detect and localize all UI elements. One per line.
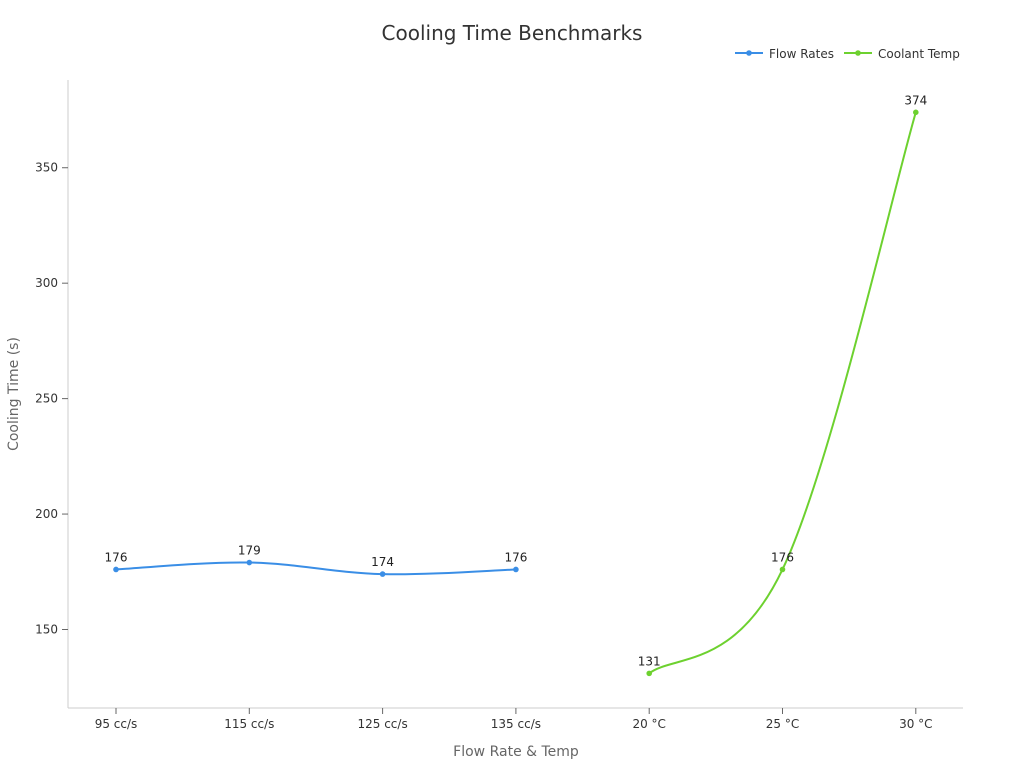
data-label: 176 (771, 550, 794, 564)
legend-item[interactable]: Flow Rates (735, 47, 834, 61)
series-coolant-temp: 131 176 374 (638, 93, 927, 677)
y-axis-title: Cooling Time (s) (6, 337, 22, 451)
x-tick-label: 135 cc/s (491, 717, 541, 731)
data-label: 176 (105, 550, 128, 564)
y-tick-label: 250 (35, 392, 58, 406)
chart-title: Cooling Time Benchmarks (382, 21, 643, 45)
legend-label: Coolant Temp (878, 47, 960, 61)
x-axis: 95 cc/s 115 cc/s 125 cc/s 135 cc/s 20 °C 25 °… (95, 708, 933, 731)
data-point[interactable] (379, 571, 386, 577)
series-line (115, 561, 516, 576)
legend: Flow Rates Coolant Temp (735, 47, 960, 61)
series-layer: 176 179 174 176 131 176 374 (105, 93, 927, 677)
x-tick-label: 30 °C (899, 717, 932, 731)
legend-item[interactable]: Coolant Temp (844, 47, 960, 61)
data-point[interactable] (513, 566, 519, 573)
y-axis: 150 200 250 300 350 (35, 161, 68, 637)
x-tick-label: 125 cc/s (357, 717, 407, 731)
data-point[interactable] (913, 109, 919, 116)
data-label: 179 (238, 544, 261, 558)
data-label: 174 (371, 555, 394, 569)
y-tick-label: 150 (35, 623, 58, 637)
x-axis-title: Flow Rate & Temp (453, 744, 579, 760)
x-tick-label: 115 cc/s (224, 717, 274, 731)
legend-marker-icon (746, 50, 752, 56)
data-label: 176 (504, 550, 527, 564)
legend-label: Flow Rates (769, 47, 834, 61)
data-label: 131 (638, 654, 661, 668)
x-tick-label: 25 °C (766, 717, 799, 731)
y-tick-label: 200 (35, 507, 58, 521)
x-tick-label: 95 cc/s (95, 717, 138, 731)
data-point[interactable] (646, 670, 652, 677)
y-tick-label: 350 (35, 161, 58, 175)
series-flow-rates: 176 179 174 176 (105, 544, 527, 577)
data-label: 374 (904, 93, 927, 107)
y-tick-label: 300 (35, 276, 58, 290)
data-point[interactable] (779, 566, 786, 573)
series-line (648, 112, 917, 675)
data-point[interactable] (113, 566, 119, 573)
x-tick-label: 20 °C (632, 717, 665, 731)
data-point[interactable] (246, 559, 253, 566)
legend-marker-icon (855, 50, 861, 56)
